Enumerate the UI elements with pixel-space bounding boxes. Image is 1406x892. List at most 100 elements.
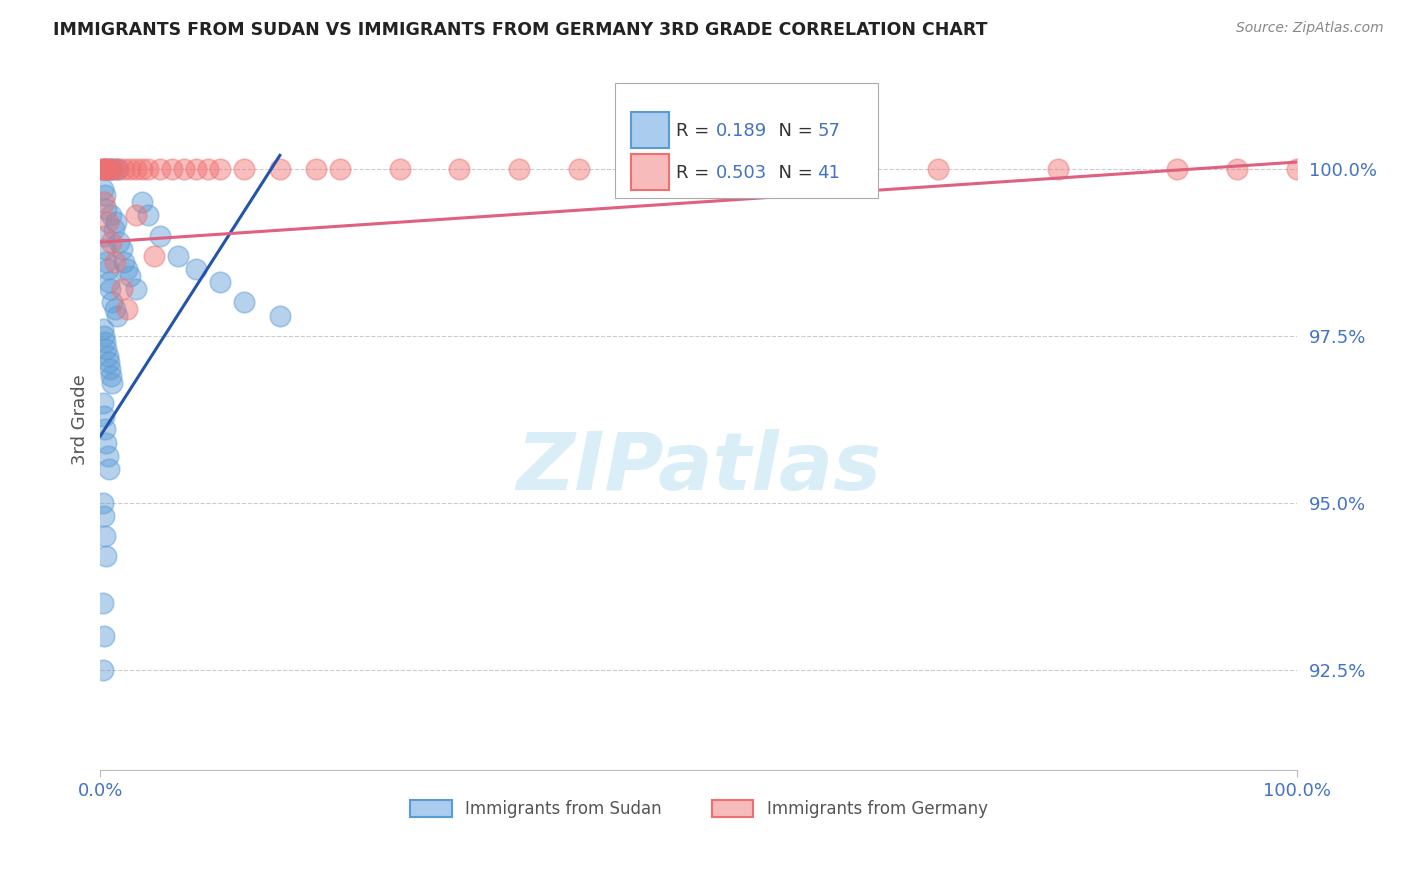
Point [91, 182, 114, 196]
Point [115, 301, 138, 316]
Point [93, 195, 115, 210]
Point [101, 161, 124, 176]
FancyBboxPatch shape [630, 154, 669, 190]
Point [93, 509, 115, 524]
FancyBboxPatch shape [614, 83, 879, 198]
Point [143, 249, 166, 263]
Legend: Immigrants from Sudan, Immigrants from Germany: Immigrants from Sudan, Immigrants from G… [404, 793, 994, 825]
Point [93, 161, 115, 176]
Point [807, 161, 830, 176]
Point [107, 161, 129, 176]
Point [167, 249, 190, 263]
Point [1166, 161, 1188, 176]
Point [96, 342, 118, 356]
Text: Source: ZipAtlas.com: Source: ZipAtlas.com [1236, 21, 1384, 36]
Text: N =: N = [766, 164, 818, 182]
Point [93, 409, 115, 423]
Point [388, 161, 411, 176]
Y-axis label: 3rd Grade: 3rd Grade [72, 374, 89, 465]
Point [94, 335, 117, 350]
Point [111, 282, 134, 296]
Point [120, 161, 142, 176]
Point [104, 255, 127, 269]
Text: R =: R = [676, 164, 716, 182]
Point [108, 235, 131, 250]
Point [93, 161, 115, 176]
Point [197, 161, 219, 176]
Point [96, 549, 118, 564]
Point [91, 663, 114, 677]
Point [94, 529, 117, 543]
Text: 57: 57 [817, 122, 841, 140]
Point [96, 255, 118, 269]
Point [96, 202, 118, 216]
Point [233, 161, 256, 176]
Point [96, 449, 118, 463]
Point [100, 161, 122, 176]
Point [96, 161, 118, 176]
Text: R =: R = [676, 122, 716, 140]
Point [111, 242, 134, 256]
Point [112, 161, 135, 176]
Point [97, 462, 120, 476]
Point [104, 215, 127, 229]
Point [97, 355, 120, 369]
Point [269, 309, 291, 323]
Point [269, 161, 291, 176]
Point [149, 228, 172, 243]
Point [136, 209, 159, 223]
Text: N =: N = [766, 122, 818, 140]
Point [100, 368, 122, 383]
Point [105, 309, 128, 323]
Point [91, 161, 114, 176]
Point [103, 222, 125, 236]
Point [184, 262, 207, 277]
Point [98, 161, 121, 176]
Point [927, 161, 949, 176]
Point [93, 328, 115, 343]
Point [104, 161, 127, 176]
Point [508, 161, 530, 176]
Point [93, 629, 115, 643]
Point [96, 435, 118, 450]
Point [125, 161, 148, 176]
Point [131, 161, 153, 176]
Point [96, 349, 118, 363]
Point [91, 596, 114, 610]
Point [568, 161, 591, 176]
Point [688, 161, 710, 176]
Point [120, 268, 142, 283]
Point [160, 161, 183, 176]
Point [1226, 161, 1249, 176]
Point [173, 161, 195, 176]
Point [91, 496, 114, 510]
Point [149, 161, 172, 176]
Point [449, 161, 471, 176]
Point [184, 161, 207, 176]
Point [101, 376, 124, 390]
Point [98, 161, 121, 176]
Point [107, 161, 129, 176]
Text: ZIPatlas: ZIPatlas [516, 429, 882, 508]
Point [208, 275, 231, 289]
Point [125, 282, 148, 296]
Point [115, 262, 138, 277]
Point [94, 242, 117, 256]
Point [329, 161, 352, 176]
Point [97, 275, 120, 289]
Point [96, 262, 118, 277]
Point [94, 188, 117, 202]
Point [98, 362, 121, 376]
Point [104, 301, 127, 316]
Point [233, 295, 256, 310]
Point [305, 161, 328, 176]
Point [136, 161, 159, 176]
Point [131, 195, 153, 210]
Point [91, 395, 114, 409]
Text: 41: 41 [817, 164, 841, 182]
Point [100, 235, 122, 250]
Point [1046, 161, 1069, 176]
Point [100, 209, 122, 223]
FancyBboxPatch shape [630, 112, 669, 148]
Point [94, 422, 117, 436]
